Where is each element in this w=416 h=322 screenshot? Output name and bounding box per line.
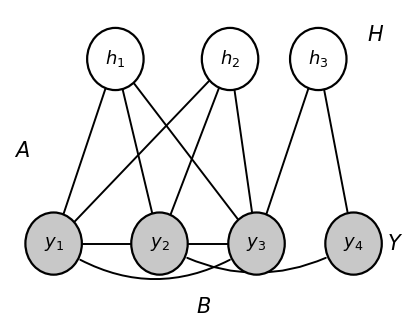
- Circle shape: [325, 213, 382, 275]
- Text: $h_3$: $h_3$: [308, 49, 329, 70]
- Circle shape: [25, 213, 82, 275]
- Circle shape: [202, 28, 258, 90]
- Text: $y_2$: $y_2$: [150, 235, 169, 252]
- Text: $Y$: $Y$: [387, 233, 403, 254]
- Circle shape: [87, 28, 144, 90]
- Text: $y_3$: $y_3$: [247, 235, 267, 252]
- Text: $h_1$: $h_1$: [105, 49, 126, 70]
- Text: $h_2$: $h_2$: [220, 49, 240, 70]
- Circle shape: [131, 213, 188, 275]
- FancyArrowPatch shape: [80, 260, 230, 279]
- Text: $y_4$: $y_4$: [343, 235, 364, 252]
- Text: $y_1$: $y_1$: [44, 235, 64, 252]
- FancyArrowPatch shape: [187, 258, 326, 273]
- Circle shape: [228, 213, 285, 275]
- Text: $A$: $A$: [14, 141, 30, 161]
- Text: $B$: $B$: [196, 297, 211, 317]
- Circle shape: [290, 28, 347, 90]
- Text: $H$: $H$: [367, 25, 384, 45]
